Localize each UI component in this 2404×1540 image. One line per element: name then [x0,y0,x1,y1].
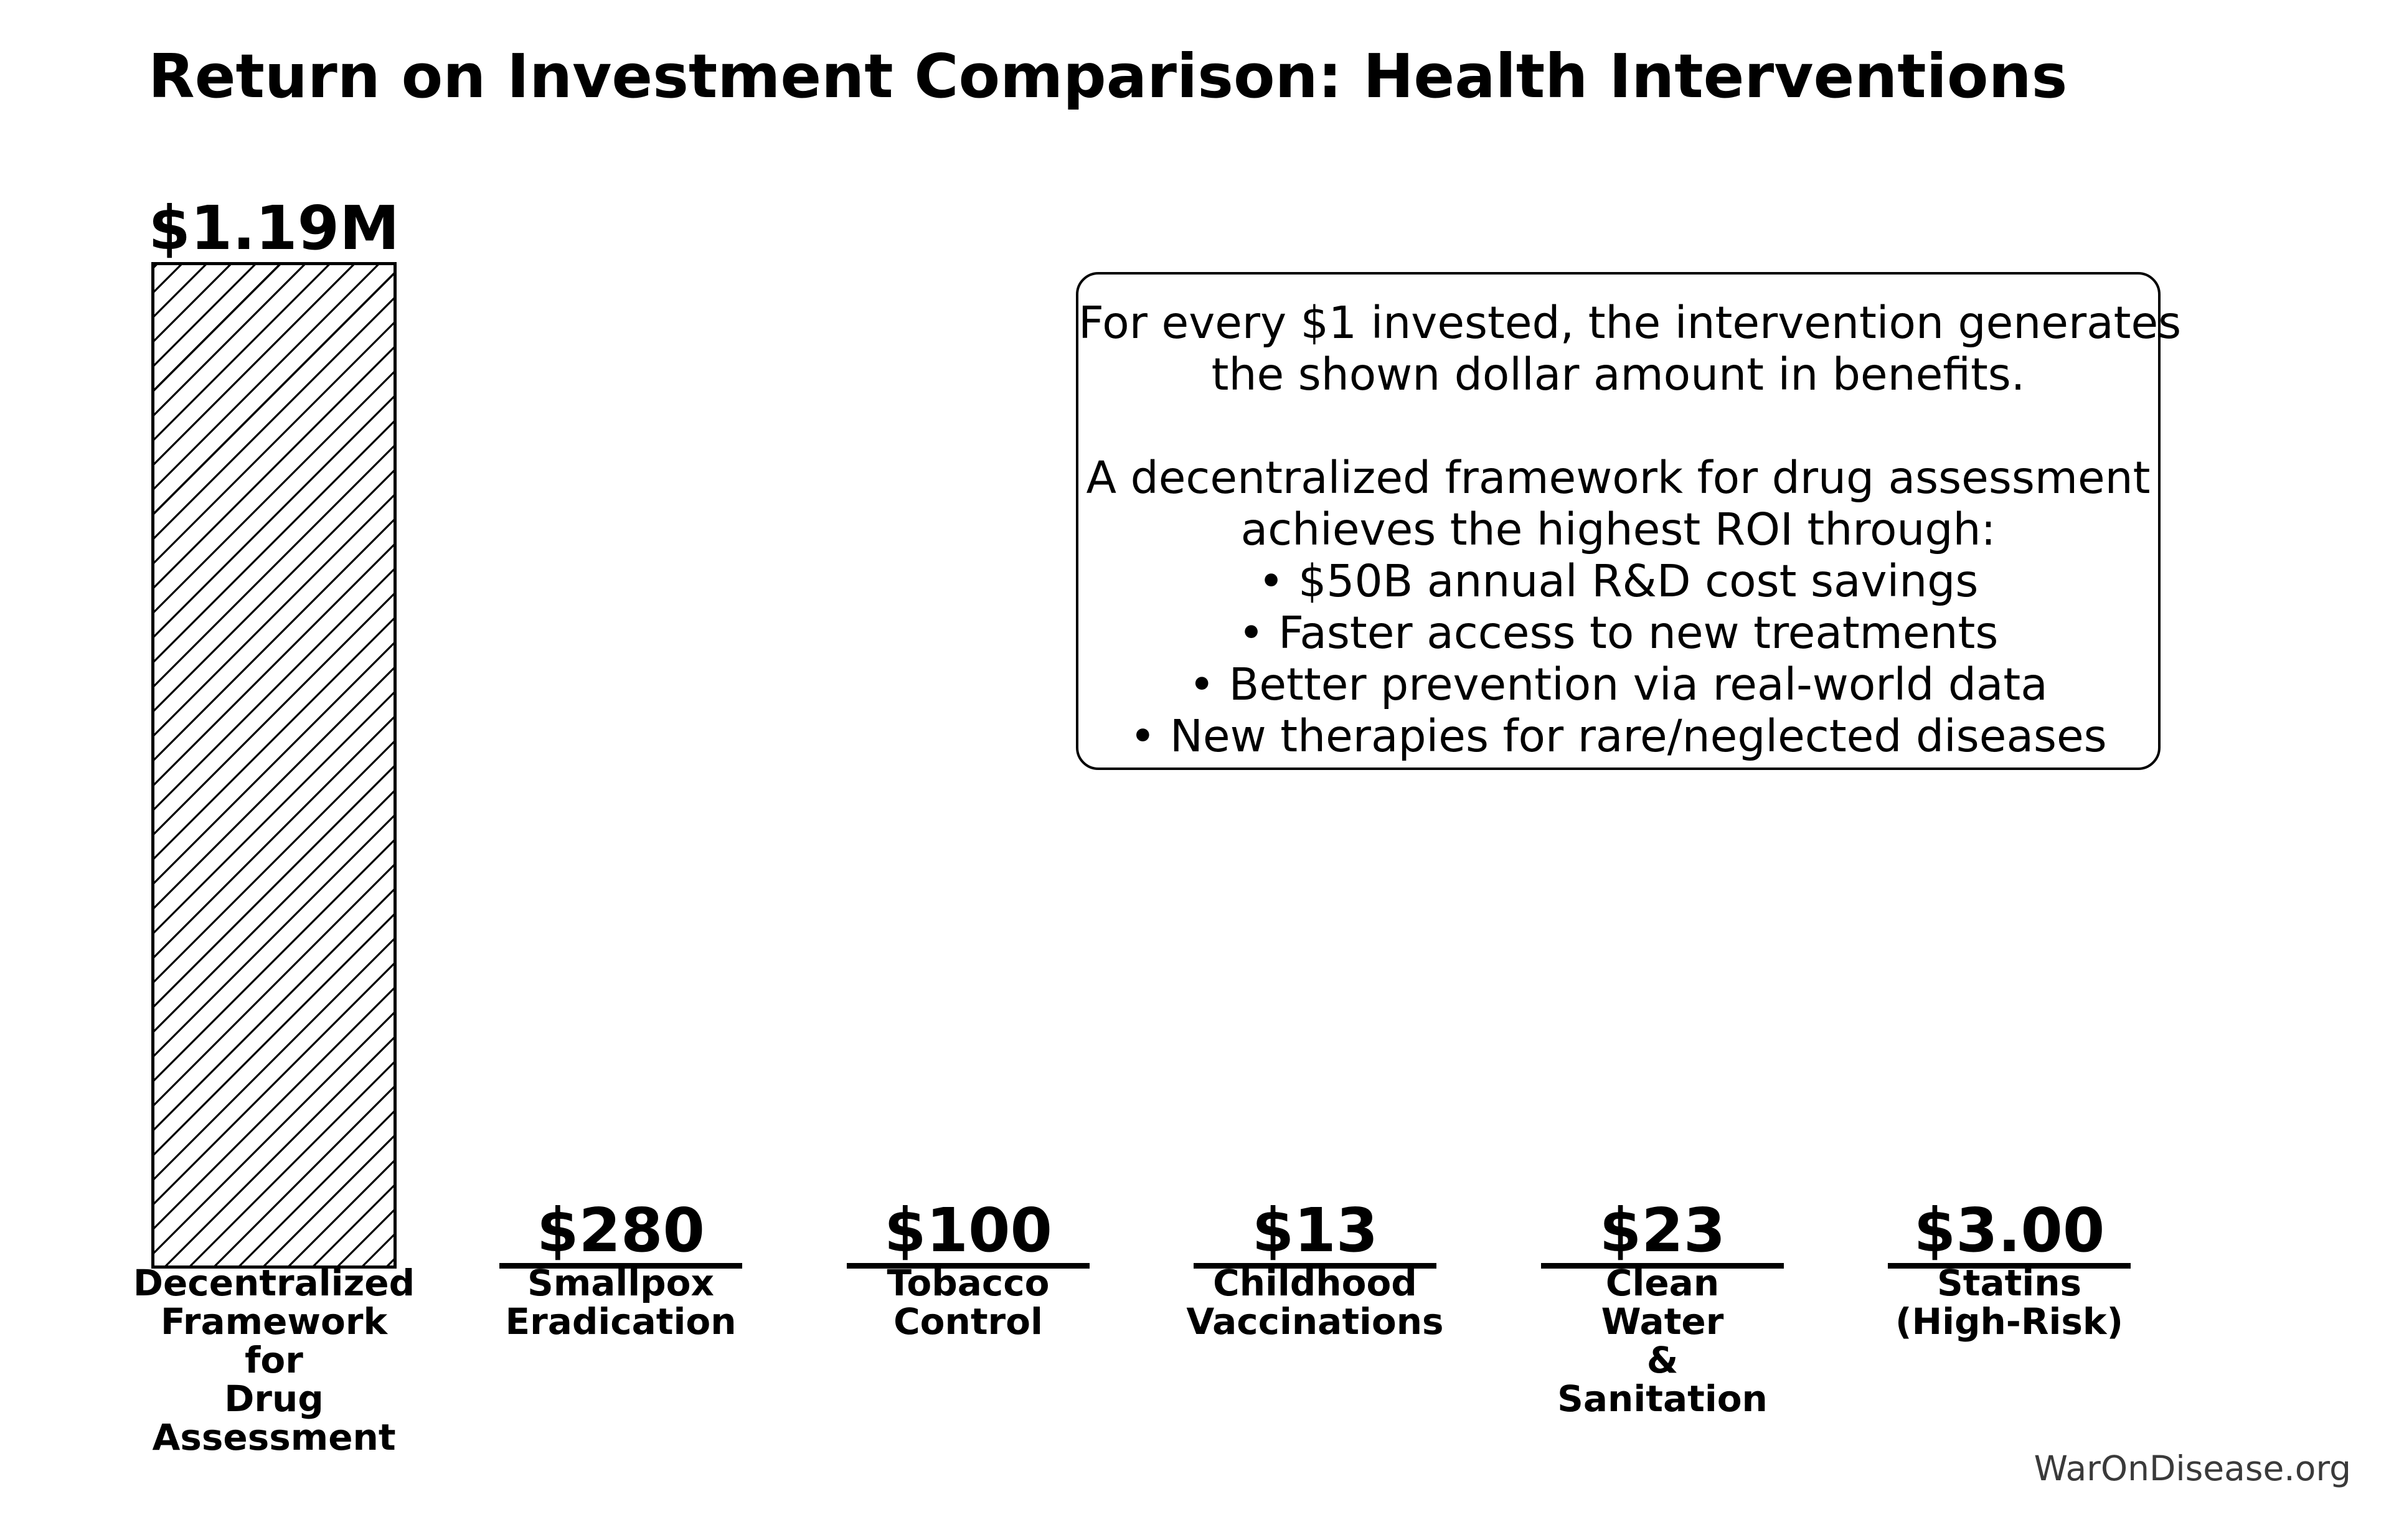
annotation-line: • Better prevention via real-world data [1189,659,2048,710]
annotation-line: • $50B annual R&D cost savings [1258,555,1979,607]
bar-value-label: $1.19M [148,193,400,263]
bar-category-label: Statins (High-Risk) [1895,1262,2123,1343]
bar-category-label: Decentralized Framework for Drug Assessm… [133,1262,415,1458]
bar-category-label: Clean Water & Sanitation [1557,1262,1768,1420]
bar-group-tobacco-control: $100 Tobacco Control [846,0,1091,1540]
bar-group-statins-high-risk: $3.00 Statins (High-Risk) [1887,0,2132,1540]
bar-value-label: $13 [1251,1195,1379,1265]
bar-statins-high-risk [1888,1263,2131,1269]
bar-clean-water-sanitation [1541,1263,1784,1269]
bar-smallpox-eradication [499,1263,742,1269]
bar-group-smallpox-eradication: $280 Smallpox Eradication [498,0,743,1540]
chart-title: Return on Investment Comparison: Health … [148,41,2068,111]
bar-category-label: Childhood Vaccinations [1186,1262,1444,1343]
bar-value-label: $280 [537,1195,705,1265]
bar-group-clean-water-sanitation: $23 Clean Water & Sanitation [1540,0,1785,1540]
bar-group-decentralized-framework: $1.19M Decentralized Framework for Drug … [133,0,415,1540]
bar-category-label: Tobacco Control [887,1262,1050,1343]
bar-value-label: $3.00 [1913,1195,2105,1265]
annotation-line: A decentralized framework for drug asses… [1086,452,2151,504]
annotation-line: achieves the highest ROI through: [1240,504,1996,555]
bar-childhood-vaccinations [1194,1263,1436,1269]
bar-tobacco-control [847,1263,1090,1269]
annotation-box: For every $1 invested, the intervention … [1076,272,2182,770]
watermark: WarOnDisease.org [2034,1448,2351,1488]
annotation-line: the shown dollar amount in benefits. [1211,349,2025,400]
bar-category-label: Smallpox Eradication [505,1262,737,1343]
bar-decentralized-framework [151,262,397,1269]
bar-group-childhood-vaccinations: $13 Childhood Vaccinations [1186,0,1443,1540]
bar-value-label: $100 [884,1195,1052,1265]
annotation-line [1078,400,2158,452]
annotation-line: For every $1 invested, the intervention … [1078,297,2182,349]
bar-value-label: $23 [1599,1195,1726,1265]
annotation-line: • New therapies for rare/neglected disea… [1129,710,2107,762]
annotation-line: • Faster access to new treatments [1238,607,1999,659]
